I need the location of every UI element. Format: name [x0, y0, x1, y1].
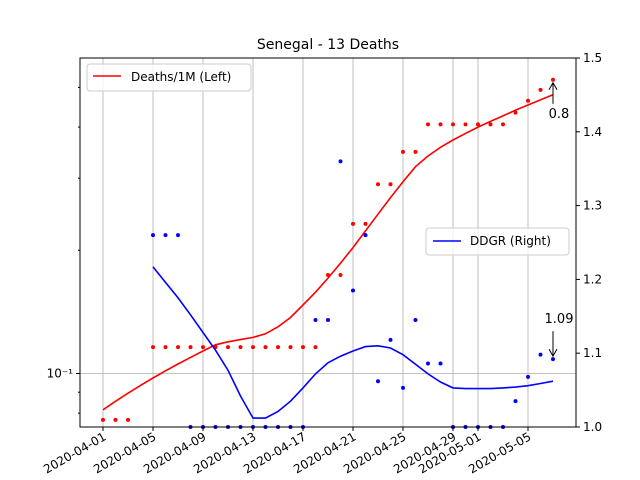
deaths-point [513, 110, 518, 115]
deaths-point [301, 345, 305, 350]
deaths-point [463, 122, 468, 127]
ddgr-point [351, 288, 355, 293]
right-y-axis: 1.0 1.1 1.2 1.3 1.4 1.5 [576, 51, 602, 434]
legend-ddgr: DDGR (Right) [425, 227, 570, 256]
annotation-label: 0.8 [549, 107, 570, 122]
left-y-axis: 10⁻¹ [47, 86, 80, 414]
deaths-point [276, 345, 280, 350]
ddgr-point [326, 317, 330, 322]
deaths-point [363, 221, 368, 226]
left-y-tick-label: 10⁻¹ [47, 366, 74, 380]
ddgr-point [388, 337, 393, 342]
deaths-point [263, 345, 268, 350]
ddgr-point [513, 399, 518, 404]
ddgr-point [413, 317, 418, 322]
right-y-tick-label: 1.3 [583, 199, 602, 213]
deaths-point [126, 417, 130, 422]
deaths-trend-line [102, 93, 554, 411]
ddgr-series [151, 159, 555, 429]
right-y-tick-label: 1.2 [583, 272, 602, 286]
deaths-point [151, 345, 155, 350]
deaths-point [488, 122, 493, 127]
deaths-point [288, 345, 293, 350]
deaths-point [376, 182, 380, 187]
ddgr-point [176, 233, 180, 238]
deaths-point [163, 345, 168, 350]
deaths-point [476, 122, 480, 127]
ddgr-point [401, 385, 405, 390]
ddgr-point [538, 352, 543, 357]
deaths-point [501, 122, 505, 127]
deaths-point [338, 273, 343, 278]
ddgr-point [426, 361, 430, 366]
deaths-point [351, 221, 355, 226]
deaths-point [251, 345, 255, 350]
ddgr-trend-line [152, 266, 554, 419]
ddgr-point [551, 357, 555, 362]
ddgr-point [376, 379, 380, 384]
deaths-point [238, 345, 243, 350]
deaths-point [113, 417, 118, 422]
deaths-point [401, 149, 405, 154]
deaths-point [426, 122, 430, 127]
right-y-tick-label: 1.1 [583, 346, 602, 360]
deaths-point [551, 77, 555, 82]
annotation-label: 1.09 [545, 312, 574, 327]
right-y-tick-label: 1.4 [583, 125, 602, 139]
legend-deaths-label: Deaths/1M (Left) [131, 70, 231, 84]
ddgr-point [151, 233, 155, 238]
deaths-point [313, 345, 318, 350]
deaths-point [326, 273, 330, 278]
deaths-series [101, 77, 555, 422]
right-y-tick-label: 1.0 [583, 420, 602, 434]
ddgr-point [163, 233, 168, 238]
legend-deaths: Deaths/1M (Left) [86, 63, 252, 92]
ddgr-point [363, 233, 368, 238]
deaths-point [101, 417, 105, 422]
chart-title: Senegal - 13 Deaths [257, 37, 399, 53]
ddgr-point [438, 361, 443, 366]
ddgr-point [313, 317, 318, 322]
deaths-point [388, 182, 393, 187]
annotation-arrowhead [548, 81, 558, 91]
right-y-tick-label: 1.5 [583, 51, 602, 65]
x-axis: 2020-04-012020-04-052020-04-092020-04-13… [41, 427, 534, 476]
deaths-point [226, 345, 230, 350]
ddgr-point [338, 159, 343, 164]
plot-frame [79, 57, 577, 428]
deaths-point [413, 149, 418, 154]
deaths-point [176, 345, 180, 350]
annotation-arrowhead [548, 348, 558, 358]
deaths-point [451, 122, 455, 127]
annotations: 0.8 1.09 [545, 81, 574, 358]
deaths-point [526, 98, 530, 103]
legend-ddgr-label: DDGR (Right) [470, 234, 551, 248]
deaths-point [538, 87, 543, 92]
ddgr-point [526, 374, 530, 379]
deaths-point [201, 345, 205, 350]
deaths-point [188, 345, 193, 350]
deaths-point [438, 122, 443, 127]
